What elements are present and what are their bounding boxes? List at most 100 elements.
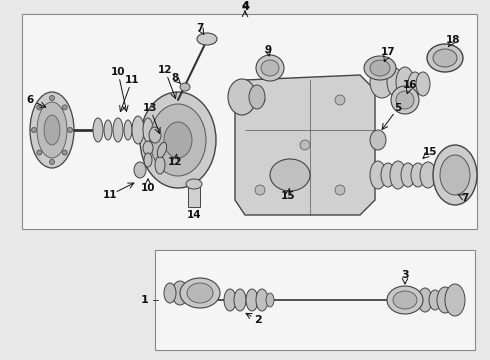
Text: 12: 12 — [168, 157, 182, 167]
Text: 7: 7 — [461, 193, 469, 203]
Ellipse shape — [144, 153, 152, 167]
Ellipse shape — [164, 283, 176, 303]
Ellipse shape — [393, 291, 417, 309]
Ellipse shape — [411, 163, 425, 187]
Ellipse shape — [335, 95, 345, 105]
Text: 2: 2 — [254, 315, 262, 325]
Ellipse shape — [224, 289, 236, 311]
Ellipse shape — [381, 163, 395, 187]
Ellipse shape — [300, 140, 310, 150]
Ellipse shape — [370, 130, 386, 150]
Ellipse shape — [416, 72, 430, 96]
Ellipse shape — [387, 68, 403, 96]
Text: 7: 7 — [196, 23, 204, 33]
Text: 5: 5 — [394, 103, 402, 113]
Ellipse shape — [391, 86, 419, 114]
Ellipse shape — [143, 141, 153, 155]
Text: 9: 9 — [265, 45, 271, 55]
Ellipse shape — [256, 289, 268, 311]
Ellipse shape — [249, 85, 265, 109]
Text: 4: 4 — [241, 1, 249, 11]
Text: 17: 17 — [381, 47, 395, 57]
Ellipse shape — [150, 104, 206, 176]
Ellipse shape — [37, 102, 67, 158]
Ellipse shape — [180, 278, 220, 308]
Text: 8: 8 — [172, 73, 179, 83]
Text: 11: 11 — [125, 75, 139, 85]
Polygon shape — [235, 75, 375, 215]
Ellipse shape — [155, 156, 165, 174]
Ellipse shape — [31, 127, 36, 132]
Ellipse shape — [370, 60, 390, 76]
Ellipse shape — [390, 161, 406, 189]
Ellipse shape — [37, 105, 42, 110]
Ellipse shape — [255, 95, 265, 105]
Text: 13: 13 — [143, 103, 157, 113]
Ellipse shape — [49, 159, 54, 165]
Ellipse shape — [234, 289, 246, 311]
Ellipse shape — [187, 283, 213, 303]
Ellipse shape — [418, 288, 432, 312]
Ellipse shape — [370, 66, 394, 98]
Ellipse shape — [157, 142, 167, 158]
Ellipse shape — [62, 105, 67, 110]
Ellipse shape — [37, 150, 42, 155]
Ellipse shape — [49, 95, 54, 100]
Ellipse shape — [396, 67, 414, 97]
Text: 11: 11 — [103, 190, 117, 200]
Ellipse shape — [437, 287, 453, 313]
Ellipse shape — [408, 72, 422, 96]
Ellipse shape — [427, 44, 463, 72]
Text: 10: 10 — [111, 67, 125, 77]
Ellipse shape — [429, 290, 441, 310]
Ellipse shape — [149, 127, 161, 143]
Text: 10: 10 — [141, 183, 155, 193]
Ellipse shape — [335, 185, 345, 195]
Ellipse shape — [256, 55, 284, 81]
Text: 14: 14 — [187, 210, 201, 220]
Ellipse shape — [401, 163, 415, 187]
Ellipse shape — [433, 49, 457, 67]
Ellipse shape — [134, 162, 146, 178]
Text: 6: 6 — [26, 95, 34, 105]
Ellipse shape — [440, 155, 470, 195]
Ellipse shape — [172, 281, 188, 305]
Ellipse shape — [387, 286, 423, 314]
Text: 3: 3 — [401, 270, 409, 280]
Ellipse shape — [370, 161, 386, 189]
Ellipse shape — [396, 91, 414, 109]
Ellipse shape — [164, 122, 192, 158]
Ellipse shape — [132, 116, 144, 144]
Text: 16: 16 — [403, 80, 417, 90]
Text: 15: 15 — [281, 191, 295, 201]
Ellipse shape — [68, 127, 73, 132]
Ellipse shape — [364, 56, 396, 80]
Text: 4: 4 — [241, 2, 249, 12]
Ellipse shape — [433, 145, 477, 205]
Ellipse shape — [445, 284, 465, 316]
Ellipse shape — [44, 115, 60, 145]
Ellipse shape — [270, 159, 310, 191]
Ellipse shape — [261, 60, 279, 76]
Ellipse shape — [104, 120, 112, 140]
Ellipse shape — [420, 162, 436, 188]
Ellipse shape — [197, 33, 217, 45]
Text: 12: 12 — [158, 65, 172, 75]
Text: 1: 1 — [141, 295, 149, 305]
Ellipse shape — [140, 92, 216, 188]
Ellipse shape — [266, 293, 274, 307]
Bar — [188, 185, 200, 207]
Ellipse shape — [186, 179, 202, 189]
Ellipse shape — [62, 150, 67, 155]
Ellipse shape — [246, 289, 258, 311]
Ellipse shape — [93, 118, 103, 142]
Ellipse shape — [180, 83, 190, 91]
Ellipse shape — [255, 185, 265, 195]
Ellipse shape — [228, 79, 256, 115]
Ellipse shape — [113, 118, 123, 142]
Ellipse shape — [124, 120, 132, 140]
Bar — [155, 250, 475, 350]
Text: 18: 18 — [446, 35, 460, 45]
Bar — [22, 14, 477, 229]
Ellipse shape — [30, 92, 74, 168]
